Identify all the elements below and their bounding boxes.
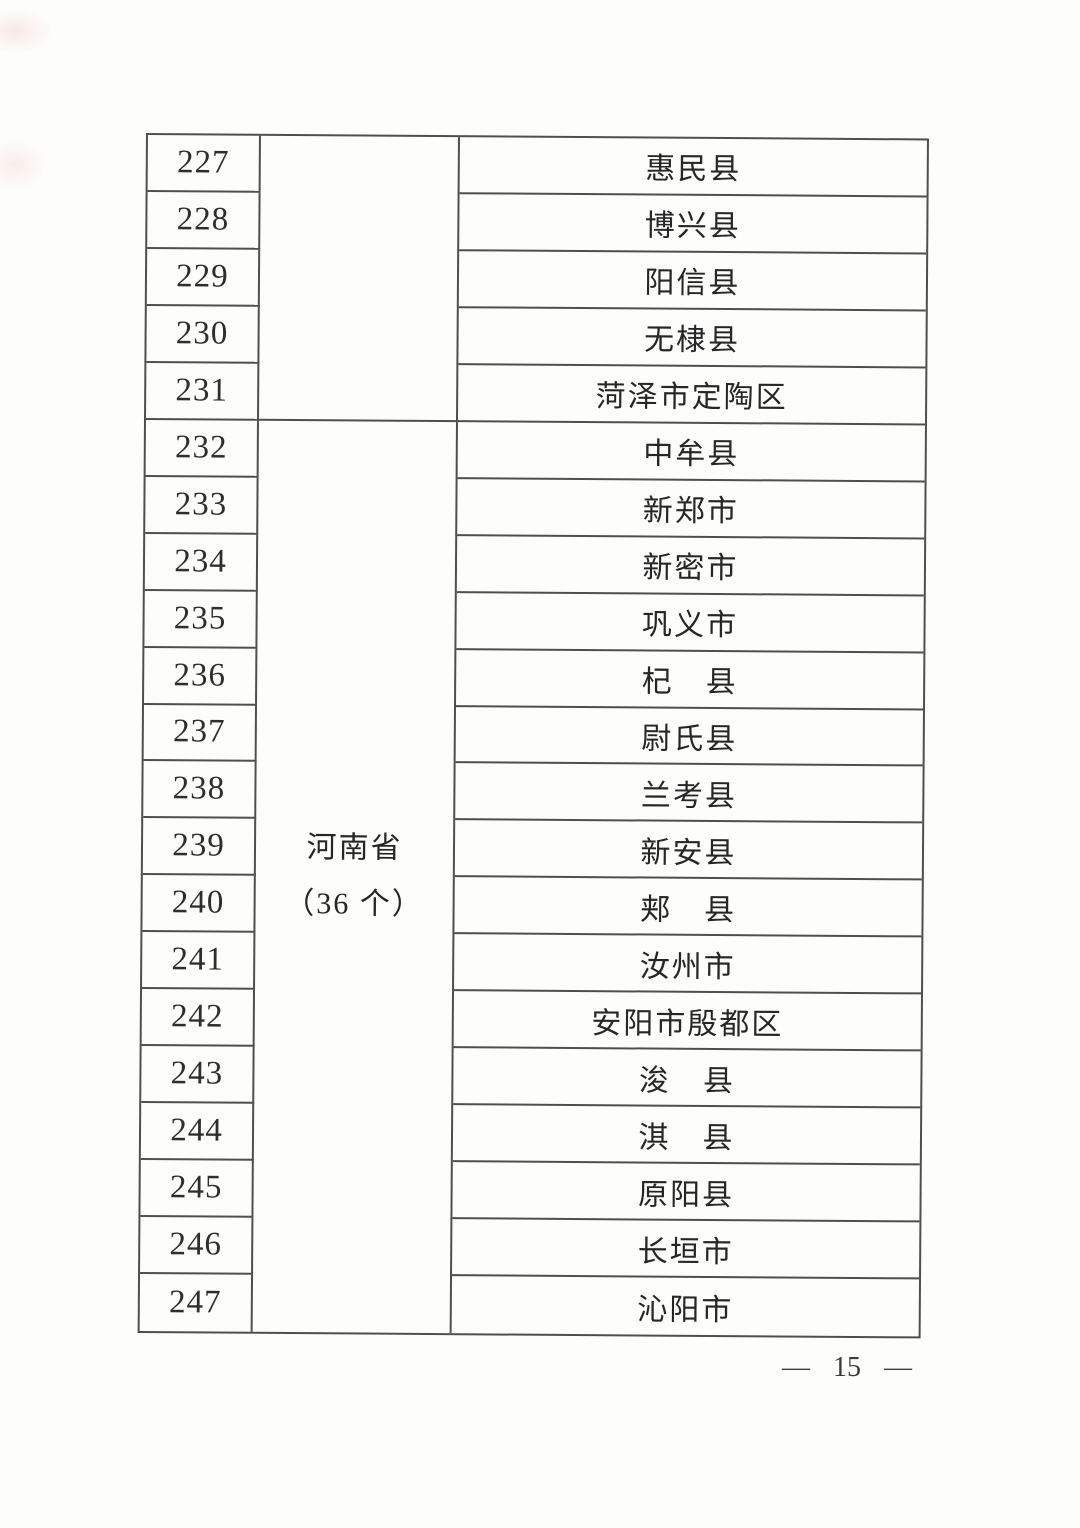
- row-index: 236: [144, 647, 258, 706]
- row-index: 231: [145, 362, 260, 421]
- county-name: 新密市: [456, 535, 925, 597]
- scan-artifact: [0, 140, 46, 190]
- county-name: 浚 县: [453, 1048, 921, 1109]
- county-name: 兰考县: [455, 763, 923, 824]
- row-index: 227: [147, 135, 261, 193]
- county-name: 原阳县: [452, 1162, 920, 1223]
- province-name: 河南省: [306, 831, 403, 866]
- province-cell-henan: 河南省 （36 个）: [252, 420, 458, 1334]
- county-name: 杞 县: [456, 649, 924, 710]
- row-index: 244: [140, 1103, 255, 1161]
- county-name: 新郑市: [457, 478, 925, 540]
- row-index: 239: [142, 818, 257, 877]
- province-count: （36 个）: [284, 887, 424, 922]
- county-name: 无棣县: [458, 308, 926, 369]
- county-name: 巩义市: [456, 592, 924, 654]
- scan-artifact: [0, 8, 52, 54]
- province-cell-continued: [258, 135, 460, 422]
- row-index: 240: [142, 875, 256, 934]
- county-list-table: 河南省 （36 个） 227 惠民县 228 博兴县 229 阳信县 230 无…: [137, 133, 929, 1339]
- row-index: 246: [140, 1217, 254, 1275]
- row-index: 245: [140, 1160, 254, 1218]
- county-name: 博兴县: [459, 194, 927, 255]
- county-name: 新安县: [454, 820, 923, 881]
- county-name: 惠民县: [459, 137, 927, 198]
- row-index: 241: [142, 932, 256, 991]
- row-index: 233: [145, 476, 259, 535]
- row-index: 234: [144, 533, 259, 592]
- row-index: 238: [143, 761, 257, 820]
- county-name: 阳信县: [458, 251, 927, 312]
- county-name: 菏泽市定陶区: [457, 364, 926, 426]
- row-index: 237: [143, 704, 258, 763]
- row-index: 229: [146, 248, 261, 307]
- row-index: 243: [141, 1046, 255, 1104]
- row-index: 230: [146, 305, 260, 364]
- row-index: 235: [144, 590, 258, 649]
- row-index: 228: [147, 191, 261, 250]
- county-name: 中牟县: [457, 421, 925, 483]
- row-index: 242: [141, 989, 256, 1048]
- county-name: 尉氏县: [455, 706, 923, 767]
- county-name: 长垣市: [452, 1219, 920, 1280]
- county-name: 郏 县: [454, 877, 922, 938]
- county-name: 汝州市: [454, 934, 922, 995]
- row-index: 232: [145, 419, 259, 478]
- row-index: 247: [139, 1274, 254, 1332]
- page-number: — 15 —: [782, 1352, 912, 1383]
- county-name: 安阳市殷都区: [453, 991, 922, 1052]
- county-name: 淇 县: [452, 1105, 921, 1166]
- county-name: 沁阳市: [637, 1292, 734, 1327]
